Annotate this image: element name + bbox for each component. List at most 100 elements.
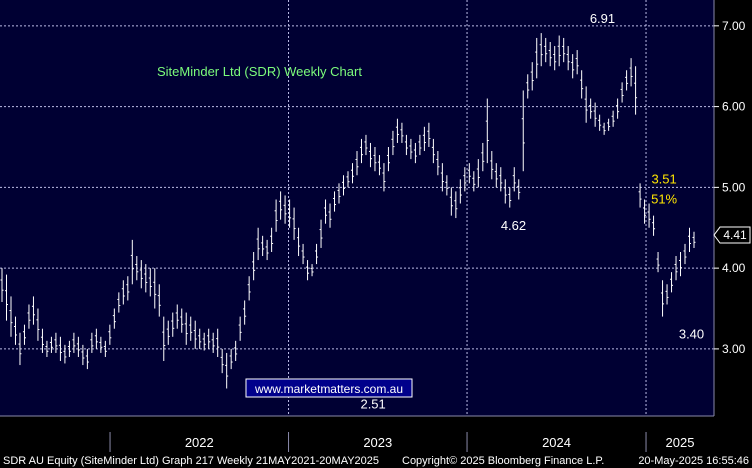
price-bar-7 — [31, 296, 35, 325]
price-bar-124 — [557, 35, 561, 67]
price-bar-133 — [598, 114, 602, 131]
price-bar-98 — [440, 163, 444, 192]
x-label-2024: 2024 — [542, 435, 571, 450]
price-bar-112 — [503, 179, 507, 204]
price-bar-56 — [252, 251, 256, 281]
footer-copyright: Copyright© 2025 Bloomberg Finance L.P. — [402, 455, 604, 467]
price-bar-17 — [76, 336, 80, 357]
price-bar-80 — [359, 138, 363, 164]
y-tick-label-0: 3.00 — [722, 342, 746, 356]
y-tick-label-4: 7.00 — [722, 19, 746, 33]
price-bar-44 — [198, 328, 202, 349]
price-bar-121 — [544, 37, 548, 63]
price-bar-37 — [166, 320, 170, 345]
price-bar-96 — [431, 138, 435, 164]
price-bar-45 — [202, 332, 206, 351]
price-bar-118 — [530, 62, 534, 91]
price-bar-85 — [382, 163, 386, 192]
price-bar-140 — [629, 58, 633, 87]
price-bar-30 — [135, 256, 139, 281]
price-bar-107 — [481, 142, 485, 172]
plot-area — [0, 0, 714, 416]
price-bar-89 — [400, 122, 404, 143]
footer-bar — [0, 452, 752, 468]
price-bar-29 — [130, 239, 134, 285]
price-bar-6 — [27, 304, 31, 329]
price-bar-36 — [162, 316, 166, 362]
price-bar-128 — [575, 50, 579, 75]
price-bar-13 — [58, 336, 62, 362]
price-bar-61 — [274, 199, 278, 232]
price-bar-69 — [310, 264, 314, 277]
chart-title: SiteMinder Ltd (SDR) Weekly Chart — [157, 64, 362, 79]
price-bar-154 — [692, 231, 696, 248]
price-bar-22 — [99, 336, 103, 353]
price-bar-65 — [292, 207, 296, 240]
price-bar-81 — [364, 134, 368, 156]
price-bar-91 — [409, 138, 413, 160]
price-bar-114 — [512, 167, 516, 192]
price-bar-123 — [553, 46, 557, 71]
price-bar-104 — [467, 163, 471, 184]
price-bar-101 — [454, 191, 458, 219]
last-price-label: 4.41 — [723, 228, 747, 242]
price-bar-153 — [688, 227, 692, 252]
footer-security: SDR AU Equity (SiteMinder Ltd) Graph 217… — [3, 455, 379, 467]
watermark-box[interactable]: www.marketmatters.com.au — [245, 378, 413, 398]
price-bar-19 — [85, 348, 89, 370]
price-bar-113 — [508, 187, 512, 208]
price-bar-136 — [611, 110, 615, 127]
price-bar-12 — [54, 332, 58, 353]
price-bar-75 — [337, 183, 341, 204]
price-bar-143 — [643, 199, 647, 224]
price-bar-28 — [126, 276, 130, 301]
watermark-link[interactable]: www.marketmatters.com.au — [254, 382, 403, 396]
price-bar-94 — [422, 126, 426, 152]
last-price-marker: 4.41 — [713, 226, 751, 244]
price-bar-74 — [333, 191, 337, 212]
price-bar-137 — [616, 98, 620, 119]
price-bar-32 — [144, 264, 148, 293]
price-bar-106 — [476, 159, 480, 188]
price-bar-109 — [490, 151, 494, 180]
price-bar-26 — [117, 292, 121, 313]
annotation-2: 2.51 — [360, 396, 385, 411]
price-bar-76 — [342, 175, 346, 196]
price-bar-67 — [301, 243, 305, 265]
price-bar-31 — [139, 260, 143, 289]
price-bar-141 — [634, 66, 638, 115]
price-bar-116 — [521, 90, 525, 172]
price-bar-131 — [589, 98, 593, 119]
price-bar-68 — [306, 260, 310, 281]
price-bar-15 — [67, 340, 71, 357]
annotation-4: 3.51 — [651, 171, 676, 186]
price-bar-71 — [319, 219, 323, 248]
x-axis-panel — [0, 416, 752, 452]
x-label-2022: 2022 — [185, 435, 214, 450]
price-bar-3 — [13, 316, 17, 345]
price-bars — [0, 33, 696, 389]
price-bar-41 — [184, 312, 188, 345]
price-bar-24 — [108, 324, 112, 345]
price-bar-64 — [288, 199, 292, 228]
price-bar-150 — [674, 256, 678, 281]
y-tick-label-1: 4.00 — [722, 261, 746, 275]
price-bar-87 — [391, 130, 395, 156]
price-bar-134 — [602, 122, 606, 135]
price-bar-82 — [368, 142, 372, 168]
price-bar-46 — [207, 328, 211, 349]
price-bar-25 — [112, 308, 116, 329]
price-bar-125 — [562, 37, 566, 63]
price-bar-138 — [620, 82, 624, 103]
price-bar-9 — [40, 328, 44, 353]
price-bar-144 — [647, 203, 651, 228]
price-bar-5 — [22, 324, 26, 345]
y-tick-label-2: 5.00 — [722, 180, 746, 194]
price-bar-55 — [247, 276, 251, 301]
price-bar-102 — [458, 179, 462, 204]
price-bar-18 — [81, 344, 85, 366]
price-bar-115 — [517, 179, 521, 200]
price-bar-90 — [404, 134, 408, 156]
price-bar-27 — [121, 280, 125, 305]
grid-lines — [0, 0, 714, 416]
